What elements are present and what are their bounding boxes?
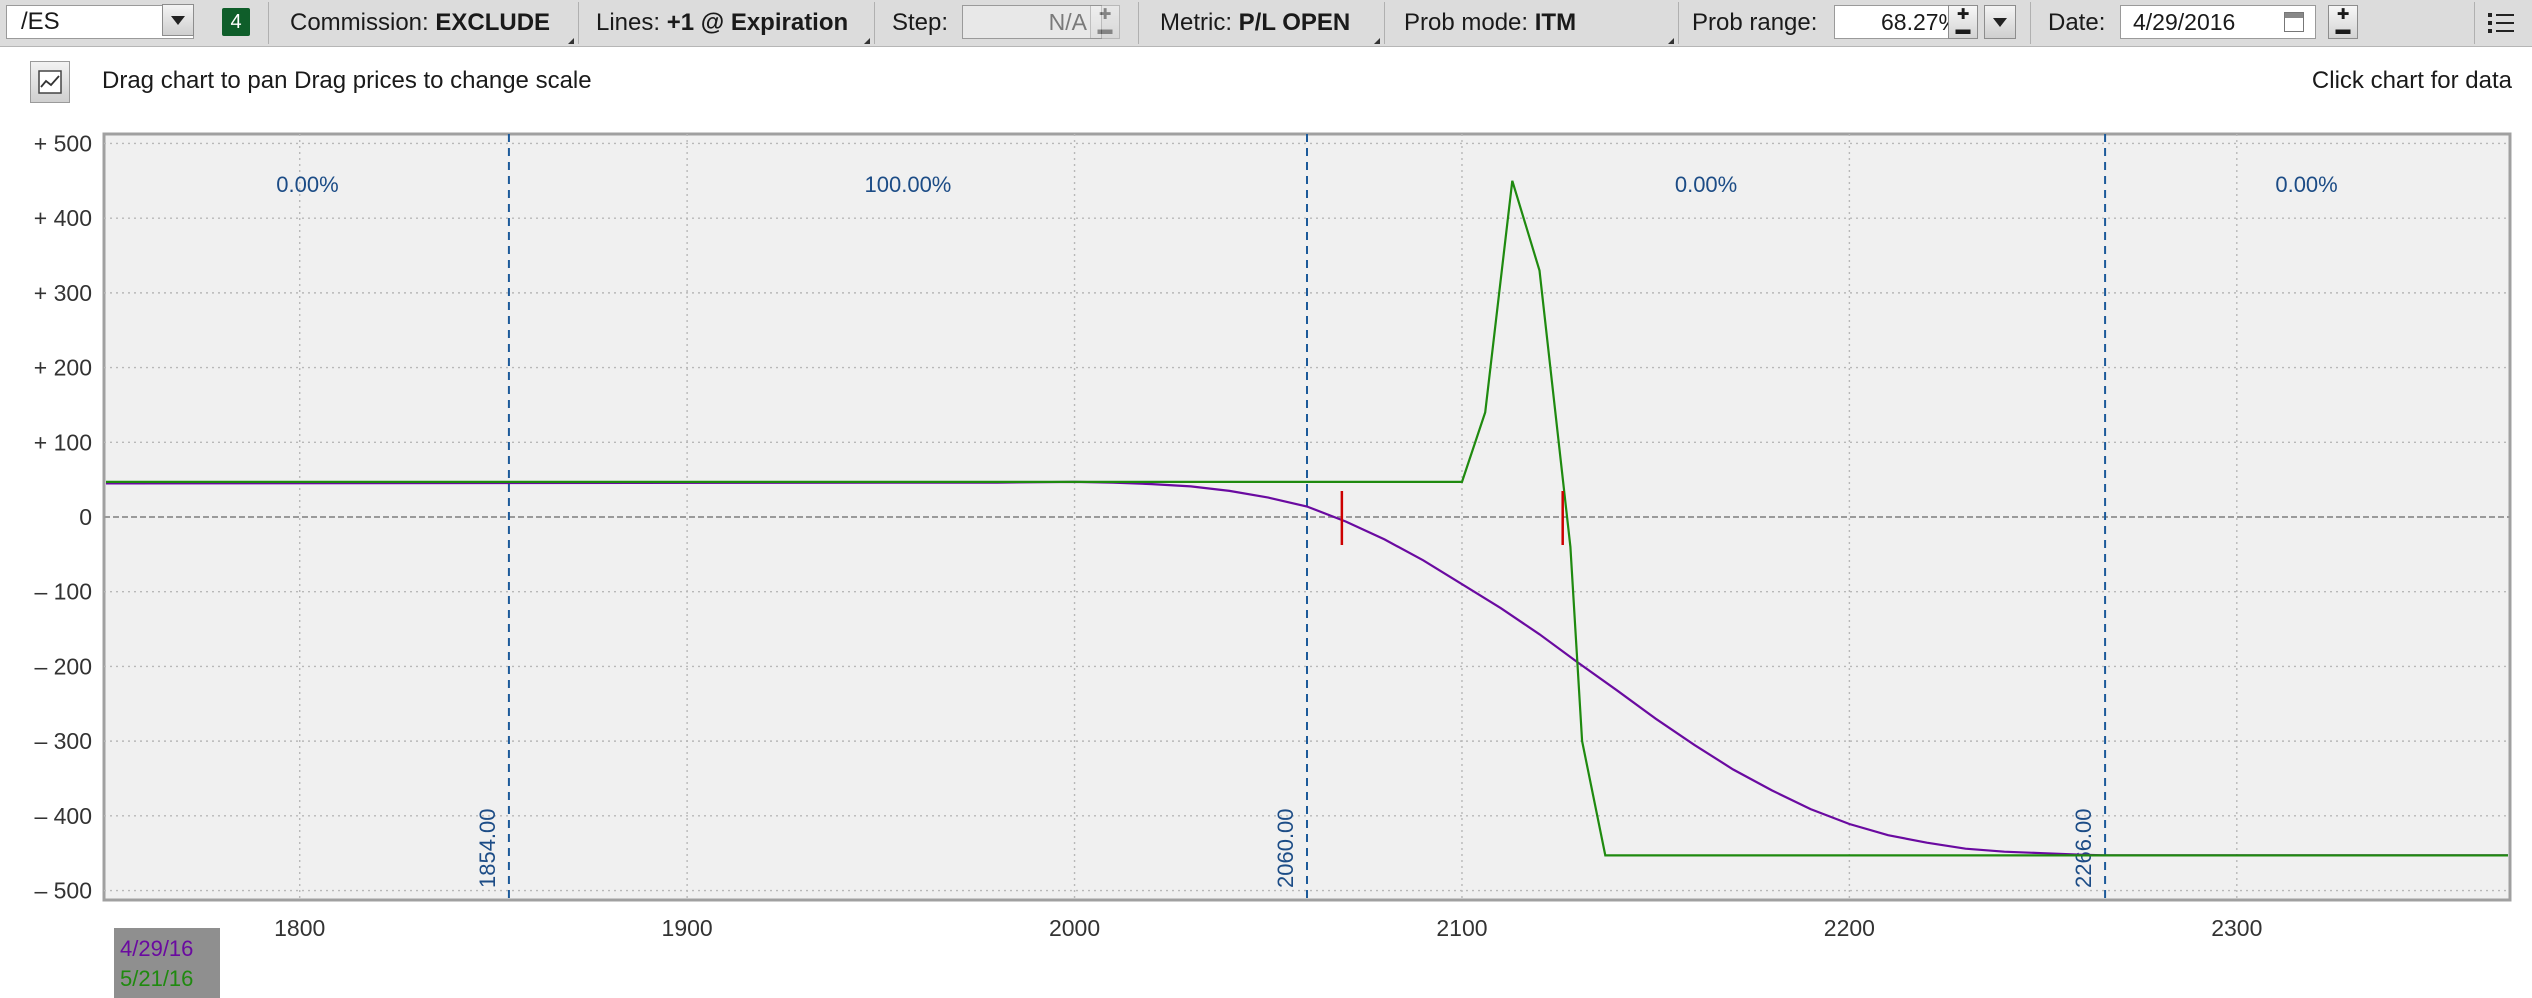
lines-setting[interactable]: Lines: +1 @ Expiration — [596, 0, 848, 46]
legend-series-1: 4/29/16 — [120, 936, 194, 961]
lines-label: Lines: — [596, 9, 661, 36]
x-tick-label: 2300 — [2211, 915, 2262, 941]
probability-boundary-label: 2266.00 — [2071, 808, 2096, 888]
x-tick-label: 2200 — [1824, 915, 1875, 941]
chart-icon — [38, 70, 62, 94]
y-tick-label: + 400 — [34, 205, 92, 231]
step-field: N/A — [962, 5, 1102, 39]
symbol-value: /ES — [21, 8, 60, 35]
symbol-dropdown-button[interactable] — [162, 4, 194, 36]
zone-probability-label: 0.00% — [2275, 172, 2337, 197]
prob-range-stepper[interactable]: ✚ ▬ — [1948, 5, 1978, 39]
plus-icon: ✚ — [1956, 6, 1970, 23]
chevron-down-icon — [1993, 17, 2007, 27]
x-tick-label: 1900 — [662, 915, 713, 941]
data-hint: Click chart for data — [2311, 67, 2512, 94]
y-tick-label: – 300 — [34, 728, 92, 754]
commission-value: EXCLUDE — [435, 9, 551, 36]
prob-mode-value: ITM — [1534, 9, 1577, 36]
prob-mode-label: Prob mode: — [1404, 9, 1529, 36]
risk-profile-svg[interactable]: + 500 + 400 + 300 + 200 + 100 0 – 100 – 200 – 30… — [0, 119, 2532, 948]
plus-icon: ✚ — [2336, 6, 2350, 23]
x-tick-label: 2000 — [1049, 915, 1100, 941]
minus-icon: ▬ — [1097, 21, 1113, 38]
commission-setting[interactable]: Commission: EXCLUDE — [290, 0, 550, 46]
zone-probability-label: 0.00% — [1675, 172, 1737, 197]
y-tick-label: – 100 — [34, 579, 92, 605]
date-stepper[interactable]: ✚ ▬ — [2328, 5, 2358, 39]
menu-icon[interactable] — [2488, 10, 2516, 36]
step-value: N/A — [1048, 8, 1087, 35]
metric-value: P/L OPEN — [1238, 9, 1351, 36]
minus-icon: ▬ — [1955, 21, 1971, 38]
y-tick-label: – 200 — [34, 653, 92, 679]
step-label: Step: — [892, 9, 949, 36]
y-tick-label: + 200 — [34, 355, 92, 381]
y-tick-label: + 300 — [34, 280, 92, 306]
y-tick-label: – 400 — [34, 803, 92, 829]
legend-series-2: 5/21/16 — [120, 966, 194, 991]
risk-profile-chart[interactable]: + 500 + 400 + 300 + 200 + 100 0 – 100 – 200 – 30… — [0, 119, 2532, 998]
chart-hint-bar: Drag chart to pan Drag prices to change … — [0, 47, 2532, 119]
minus-icon: ▬ — [2335, 21, 2351, 38]
pl-series-line-2 — [106, 180, 2508, 857]
x-tick-label: 1800 — [274, 915, 325, 941]
y-tick-label: + 100 — [34, 429, 92, 455]
y-tick-label: – 500 — [34, 878, 92, 904]
step-stepper: ✚ ▬ — [1090, 5, 1120, 39]
y-tick-label: + 500 — [34, 130, 92, 156]
prob-mode-setting[interactable]: Prob mode: ITM — [1404, 0, 1576, 46]
date-value: 4/29/2016 — [2133, 8, 2236, 35]
chart-legend: 4/29/16 5/21/16 — [114, 928, 220, 998]
commission-label: Commission: — [290, 9, 429, 36]
y-tick-label: 0 — [79, 504, 92, 530]
pl-series-line-1 — [105, 480, 2508, 857]
chart-settings-button[interactable] — [30, 61, 70, 103]
date-label: Date: — [2048, 9, 2106, 36]
plus-icon: ✚ — [1098, 6, 1112, 23]
metric-setting[interactable]: Metric: P/L OPEN — [1160, 0, 1350, 46]
zone-probability-label: 0.00% — [276, 172, 338, 197]
calendar-icon[interactable] — [2284, 12, 2304, 32]
prob-range-label: Prob range: — [1692, 9, 1818, 36]
date-input[interactable]: 4/29/2016 — [2120, 5, 2316, 39]
zone-probability-label: 100.00% — [865, 172, 952, 197]
prob-range-value: 68.27% — [1880, 8, 1959, 35]
prob-range-dropdown-button[interactable] — [1984, 5, 2016, 39]
pan-hint: Drag chart to pan Drag prices to change … — [102, 67, 592, 94]
probability-boundary-label: 1854.00 — [475, 808, 500, 888]
probability-boundary-label: 2060.00 — [1273, 808, 1298, 888]
link-group-badge[interactable]: 4 — [222, 8, 250, 36]
toolbar: /ES 4 Commission: EXCLUDE Lines: +1 @ Ex… — [0, 0, 2532, 47]
chevron-down-icon — [171, 15, 185, 25]
x-tick-label: 2100 — [1436, 915, 1487, 941]
metric-label: Metric: — [1160, 9, 1232, 36]
lines-value: +1 @ Expiration — [666, 9, 849, 36]
